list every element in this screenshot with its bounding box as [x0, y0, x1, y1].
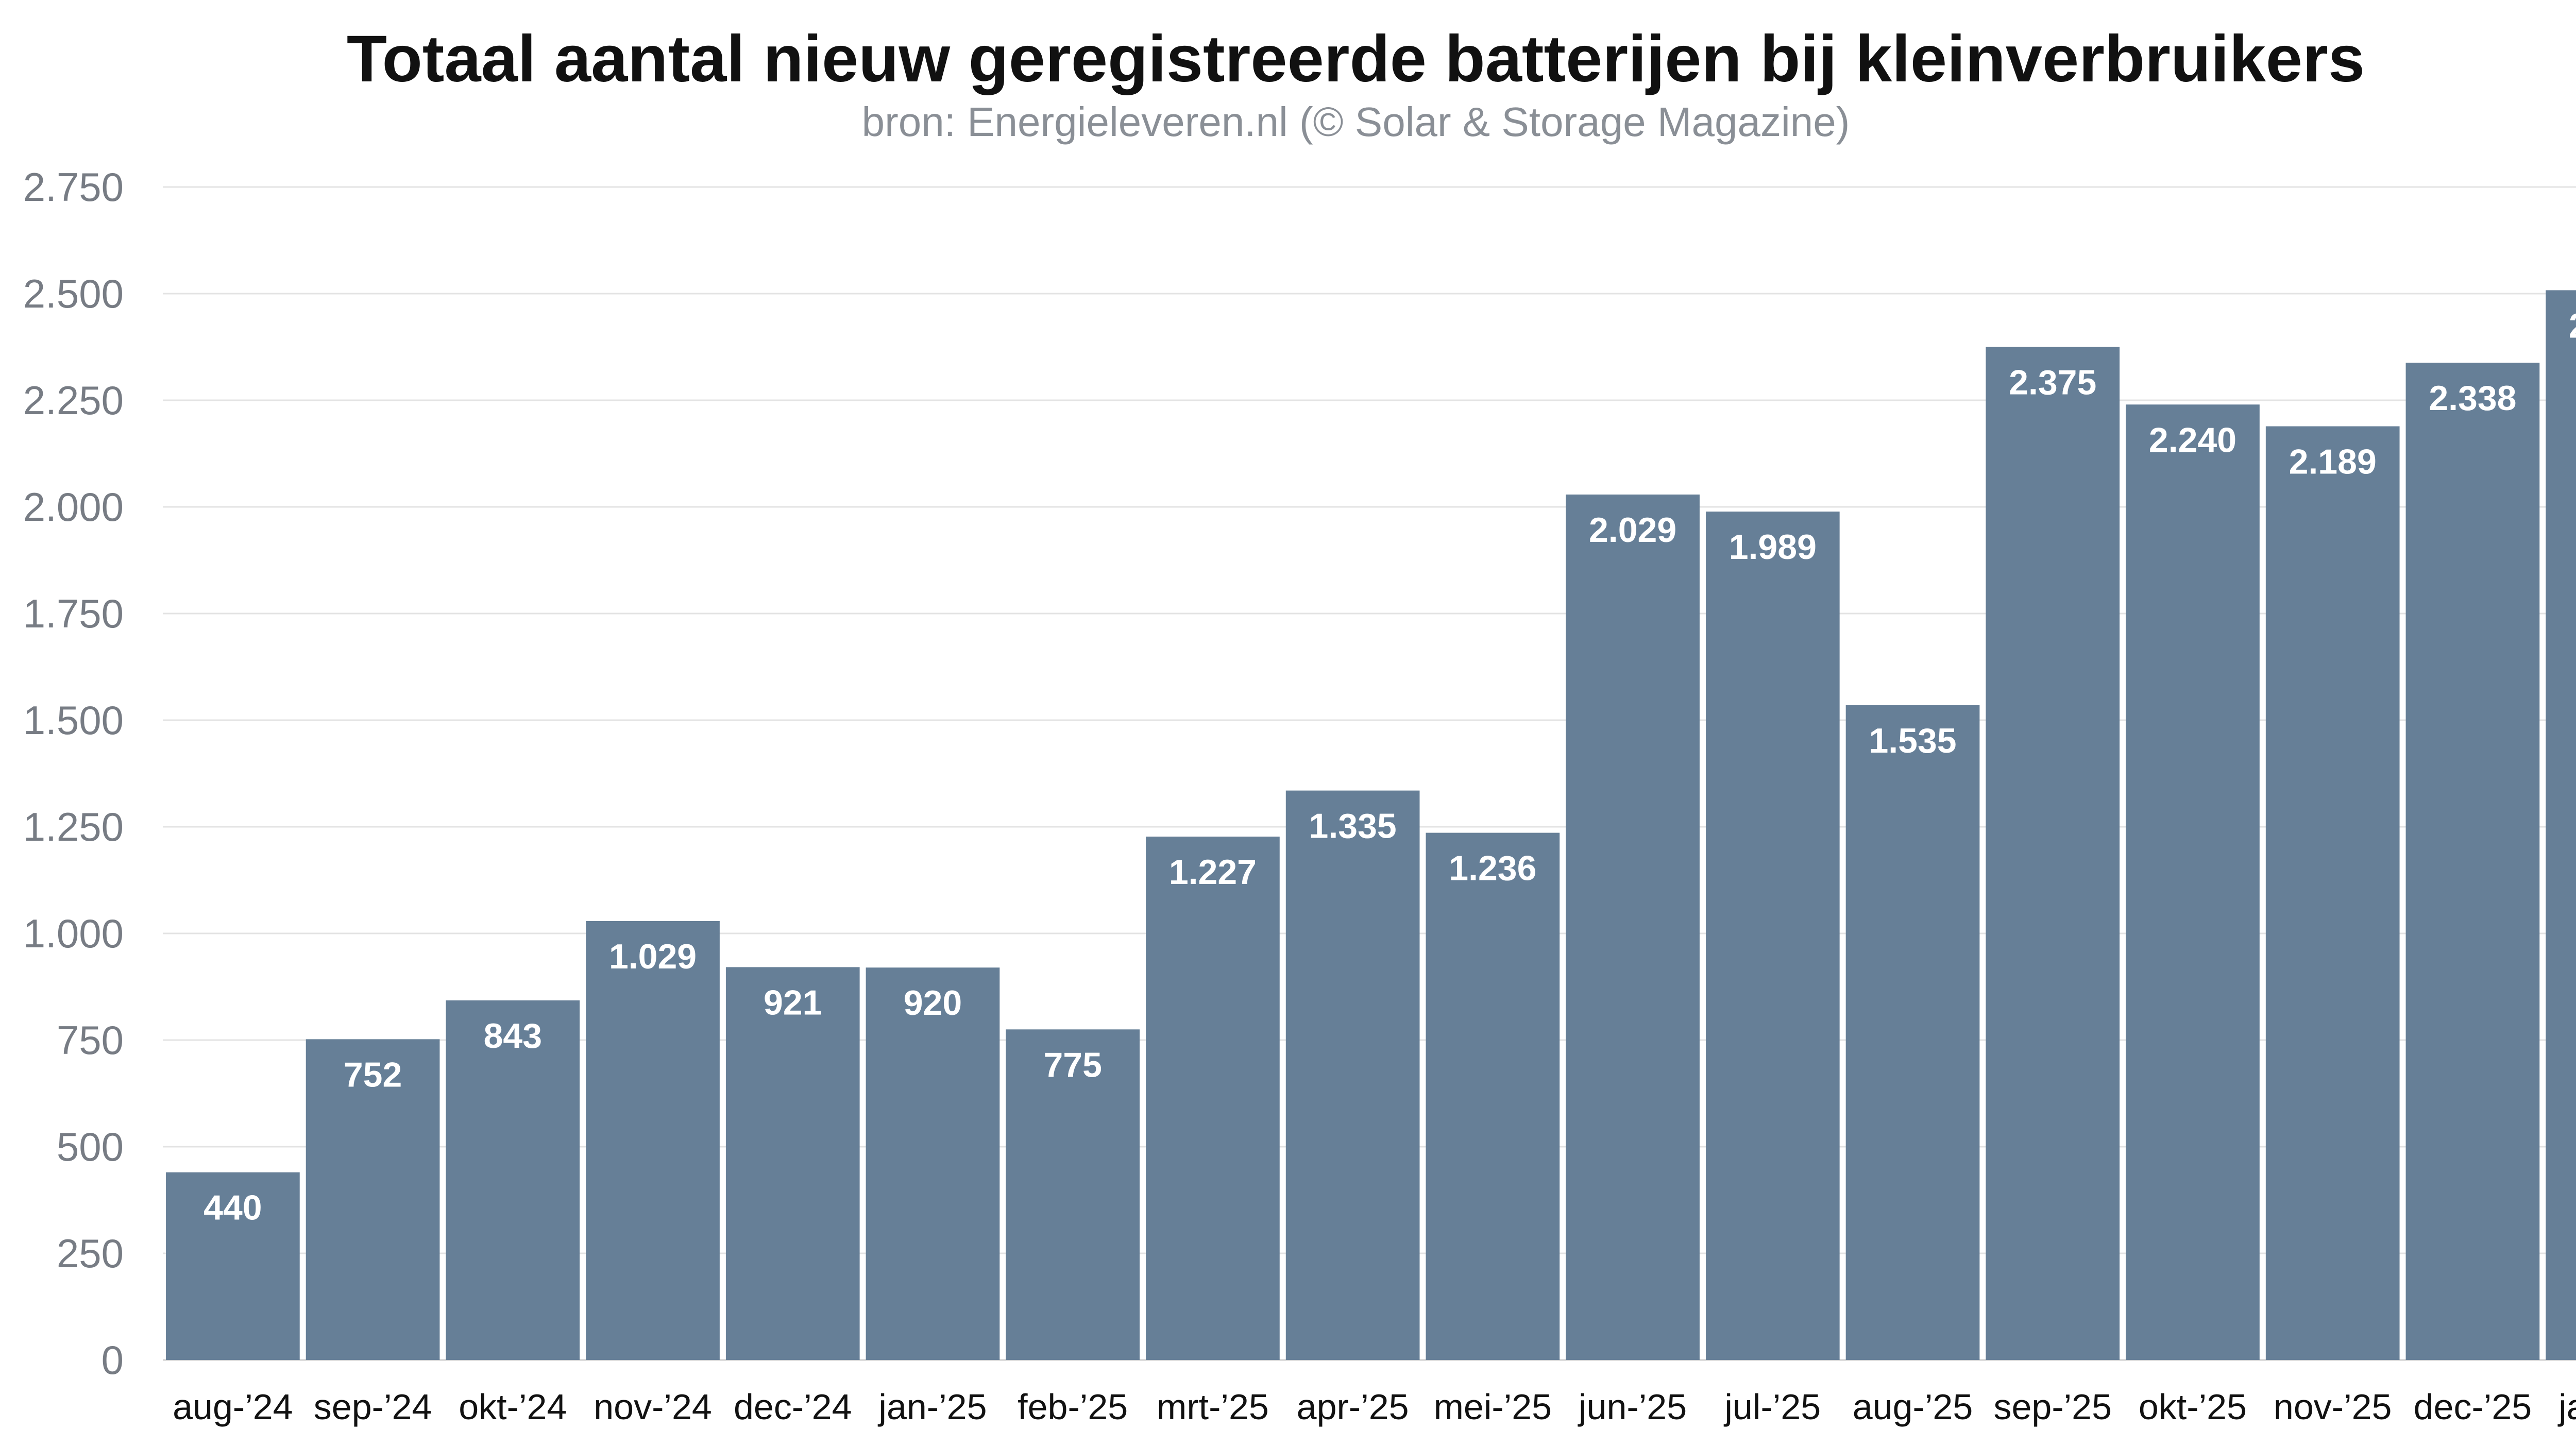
bar-17: [2546, 290, 2576, 1360]
x-tick-label: dec-’25: [2414, 1387, 2532, 1427]
bar-10: [1566, 494, 1700, 1360]
chart-title: Totaal aantal nieuw geregistreerde batte…: [346, 22, 2365, 96]
x-tick-label: nov-’24: [594, 1387, 712, 1427]
bar-3: [586, 921, 720, 1360]
y-tick-label: 2.500: [23, 271, 124, 316]
bar-value-label: 2.240: [2149, 420, 2236, 460]
y-tick-label: 750: [57, 1017, 124, 1063]
bar-0: [166, 1172, 300, 1360]
bar-6: [1006, 1029, 1140, 1360]
chart-subtitle: bron: Energieleveren.nl (© Solar & Stora…: [861, 99, 1850, 145]
bar-value-label: 1.989: [1729, 528, 1817, 567]
bar-1: [306, 1039, 440, 1360]
x-tick-label: jan-’25: [877, 1387, 987, 1427]
x-tick-label: jun-’25: [1578, 1387, 1687, 1427]
x-tick-label: okt-’24: [459, 1387, 567, 1427]
bar-value-label: 2.189: [2289, 443, 2377, 482]
bar-12: [1845, 705, 1980, 1360]
bars: [166, 290, 2576, 1360]
bar-16: [2405, 363, 2540, 1360]
bar-15: [2265, 426, 2400, 1360]
y-tick-label: 2.750: [23, 164, 124, 210]
x-tick-label: feb-’25: [1018, 1387, 1128, 1427]
gridlines: [163, 186, 2576, 1361]
x-tick-label: mei-’25: [1434, 1387, 1552, 1427]
bar-value-label: 1.227: [1169, 853, 1257, 892]
bar-5: [866, 967, 1000, 1360]
y-axis-ticks: 0 250 500 750 1.000 1.250 1.500 1.750 2.000 2.250…: [23, 164, 124, 1383]
bar-11: [1705, 512, 1840, 1360]
y-tick-label: 500: [57, 1124, 124, 1169]
bar-4: [725, 967, 860, 1360]
y-tick-label: 2.250: [23, 378, 124, 423]
x-tick-label: mrt-’25: [1157, 1387, 1269, 1427]
y-tick-label: 1.000: [23, 911, 124, 956]
x-tick-label: sep-’24: [314, 1387, 432, 1427]
bar-value-label: 775: [1043, 1045, 1101, 1084]
x-tick-label: aug-’24: [173, 1387, 293, 1427]
bar-value-label: 1.535: [1869, 721, 1956, 760]
bar-8: [1285, 790, 1420, 1360]
x-tick-label: aug-’25: [1853, 1387, 1973, 1427]
y-tick-label: 1.250: [23, 804, 124, 849]
x-tick-label: jan-’26: [2557, 1387, 2576, 1427]
y-tick-label: 0: [101, 1337, 124, 1383]
bar-value-label: 440: [204, 1188, 262, 1228]
bar-2: [446, 1000, 580, 1360]
bar-13: [1986, 347, 2120, 1360]
bar-value-label: 920: [904, 983, 962, 1023]
bar-value-label: 2.375: [2009, 363, 2096, 402]
bar-value-label: 752: [344, 1055, 402, 1094]
bar-14: [2126, 404, 2260, 1360]
bar-value-label: 1.335: [1309, 807, 1397, 846]
x-tick-label: sep-’25: [1993, 1387, 2112, 1427]
x-tick-label: okt-’25: [2139, 1387, 2247, 1427]
y-tick-label: 1.750: [23, 591, 124, 636]
x-tick-label: nov-’25: [2274, 1387, 2392, 1427]
bar-value-labels: 440 752 843 1.029 921 920 775 1.227 1.335 1.236 2.…: [204, 306, 2576, 1227]
bar-value-label: 921: [764, 983, 822, 1022]
bar-value-label: 1.236: [1449, 849, 1536, 888]
x-tick-label: apr-’25: [1297, 1387, 1409, 1427]
bar-value-label: 1.029: [609, 937, 697, 976]
bar-value-label: 2.508: [2569, 306, 2576, 345]
y-tick-label: 250: [57, 1231, 124, 1276]
bar-7: [1146, 837, 1280, 1360]
x-tick-label: dec-’24: [734, 1387, 852, 1427]
bar-9: [1426, 832, 1560, 1360]
bar-value-label: 2.029: [1589, 511, 1676, 550]
x-axis-ticks: aug-’24 sep-’24 okt-’24 nov-’24 dec-’24 jan-’…: [173, 1387, 2576, 1427]
y-tick-label: 2.000: [23, 484, 124, 530]
y-tick-label: 1.500: [23, 698, 124, 743]
bar-value-label: 2.338: [2429, 379, 2516, 418]
x-tick-label: jul-’25: [1723, 1387, 1821, 1427]
bar-value-label: 843: [484, 1016, 542, 1056]
